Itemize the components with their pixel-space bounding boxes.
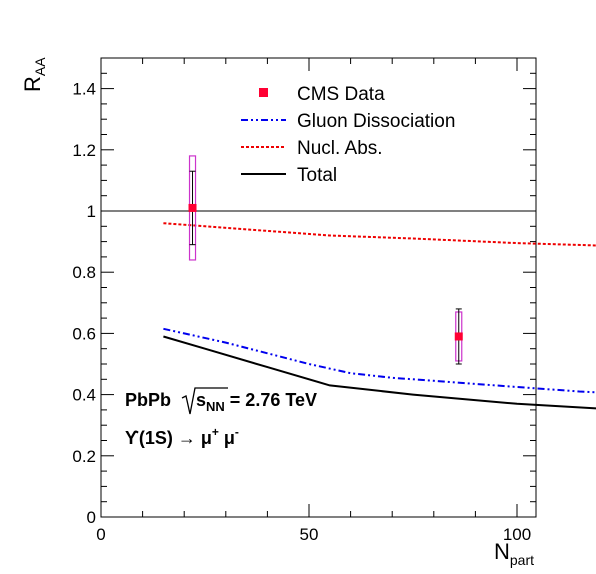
x-tick-label: 0 — [96, 525, 105, 544]
y-tick-label: 1.4 — [72, 80, 96, 99]
y-axis-title: RAA — [20, 57, 48, 92]
annotation-decay-channel: ϒ(1S) → μ+ μ- — [125, 425, 239, 448]
legend-marker-cms-data — [259, 88, 268, 97]
y-tick-label: 0.8 — [72, 263, 96, 282]
y-tick-label: 0.6 — [72, 324, 96, 343]
x-axis-title: Npart — [494, 539, 534, 568]
data-point — [188, 203, 197, 212]
legend-label-cms-data: CMS Data — [297, 84, 385, 105]
cms-data-points — [188, 155, 463, 365]
y-tick-label: 1.2 — [72, 141, 96, 160]
curve-nucl-abs — [163, 222, 596, 247]
x-tick-label: 50 — [300, 525, 319, 544]
axis-ticks — [100, 58, 536, 518]
y-tick-label: 0.2 — [72, 447, 96, 466]
data-point — [454, 332, 463, 341]
legend: CMS Data Gluon Dissociation Nucl. Abs. T… — [241, 84, 455, 186]
y-tick-label: 1 — [87, 202, 96, 221]
svg-text:sNN = 2.76 TeV: sNN = 2.76 TeV — [196, 390, 317, 414]
svg-text:PbPb: PbPb — [125, 390, 171, 410]
curve-gluon-dissociation — [163, 327, 596, 394]
x-tick-label: 100 — [503, 525, 531, 544]
legend-label-nucl-abs: Nucl. Abs. — [297, 138, 383, 159]
annotation-collision-system: PbPb sNN = 2.76 TeV — [125, 387, 317, 415]
model-curves — [163, 222, 596, 410]
sqrt-symbol — [181, 387, 228, 415]
legend-label-total: Total — [297, 165, 337, 186]
y-tick-label: 0.4 — [72, 386, 96, 405]
curve-total — [163, 335, 596, 410]
legend-label-gluon-dissociation: Gluon Dissociation — [297, 111, 455, 132]
axis-tick-labels: 05010015020025030035040000.20.40.60.811.… — [72, 80, 531, 544]
y-tick-label: 0 — [87, 508, 96, 527]
